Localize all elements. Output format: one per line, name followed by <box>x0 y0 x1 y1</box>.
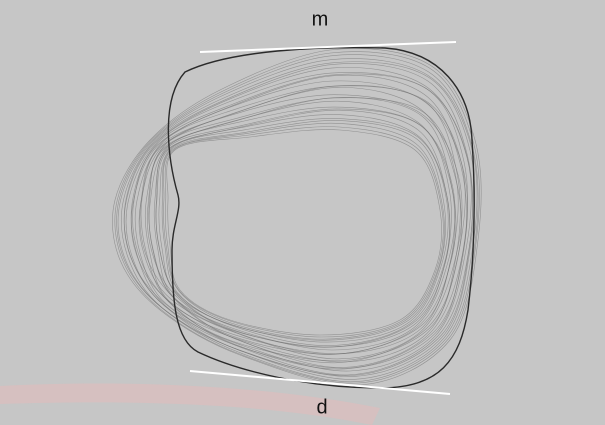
background <box>0 0 605 425</box>
label-d: d <box>316 396 327 418</box>
label-m: m <box>312 8 329 30</box>
figure: m d <box>0 0 605 425</box>
page: {"labels": ["m", "d"]} m d (() => { cons… <box>0 0 605 425</box>
